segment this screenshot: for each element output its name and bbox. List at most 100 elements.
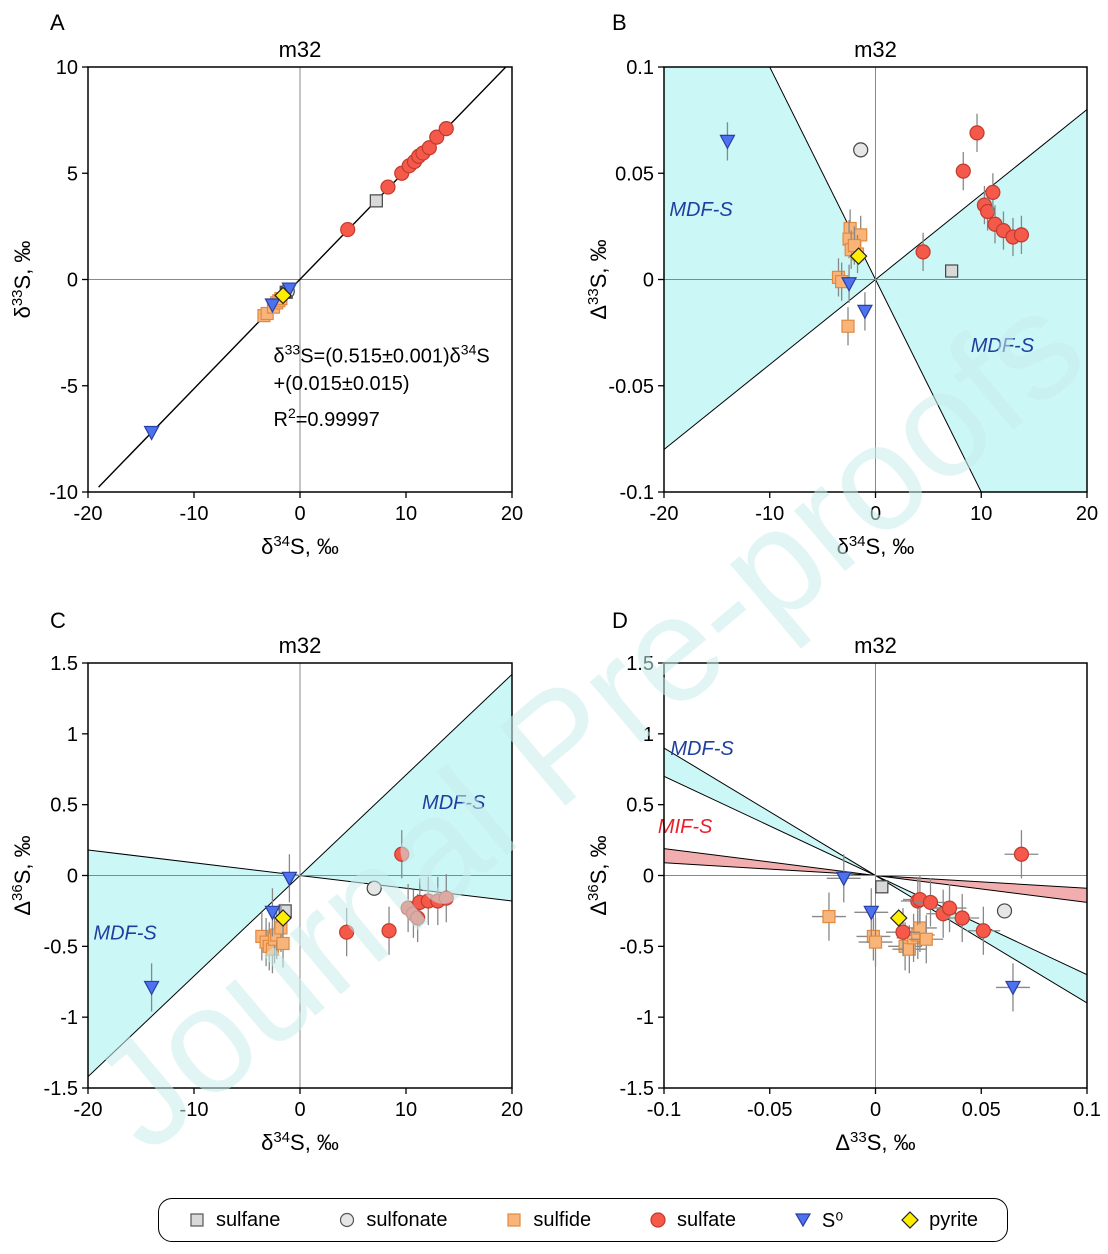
data-point-sulfate [895,924,911,940]
y-tick-label: 1 [643,724,654,746]
data-point-sulfane [945,264,959,278]
data-point-s0 [281,871,298,887]
plot-area [664,663,1087,1088]
data-point-s0 [856,304,873,320]
chart-title: m32 [279,37,322,62]
axis-label: Δ36S, ‰ [9,835,36,915]
mdf-region [88,850,300,1077]
data-point-sulfide [868,935,883,949]
x-tick-label: -0.05 [747,1099,793,1121]
chart-title: m32 [854,633,897,658]
x-tick-label: 10 [395,503,417,525]
data-point-pyrite [889,909,908,927]
data-point-sulfonate [853,142,869,158]
region-label: MDF-S [93,922,157,944]
diamond-icon [901,1211,919,1229]
x-tick-label: 0.1 [1073,1099,1101,1121]
y-tick-label: -10 [49,482,78,504]
data-point-sulfane [875,880,889,894]
chart-title: m32 [279,633,322,658]
x-tick-label: -20 [650,503,679,525]
legend-label: pyrite [929,1208,978,1231]
x-tick-label: 20 [501,1099,523,1121]
x-tick-label: 10 [970,503,992,525]
y-tick-label: 1 [67,724,78,746]
x-tick-label: 0 [294,1099,305,1121]
region-label: MDF-S [971,335,1035,357]
legend-item-sulfonate: sulfonate [338,1209,447,1232]
y-tick-label: 1.5 [626,653,654,675]
data-point-sulfate [339,924,355,940]
legend-item-sulfate: sulfate [649,1209,736,1232]
legend-label: sulfane [215,1208,281,1231]
y-tick-label: 0.1 [626,57,654,79]
y-tick-label: -5 [60,376,78,398]
data-point-pyrite [274,286,292,305]
y-tick-label: -0.5 [620,936,654,958]
data-point-sulfane [369,194,383,208]
y-tick-label: 0 [643,866,654,888]
x-tick-label: -10 [180,503,209,525]
y-tick-label: 5 [67,163,78,185]
regression-annotation: R2=0.99997 [274,405,380,431]
legend-item-s0: S⁰ [794,1208,843,1233]
data-point-s0 [1004,980,1021,996]
panel-letter: B [612,10,627,35]
data-point-sulfate [954,910,970,926]
data-point-sulfate [941,900,958,916]
mdf-region [875,109,1087,492]
circle-icon [340,1212,355,1228]
legend: sulfane sulfonate sulfide sulfate S⁰ pyr… [158,1198,1008,1242]
legend-item-sulfane: sulfane [188,1208,281,1232]
square-icon [190,1213,204,1227]
y-tick-label: 0 [67,270,78,292]
data-point-sulfate [985,184,1001,200]
region-label: MDF-S [422,792,486,814]
data-point-sulfate [394,846,410,862]
data-point-sulfide [919,932,933,946]
data-point-s0 [264,905,281,921]
y-tick-label: -1.5 [620,1078,654,1100]
data-point-sulfate [421,140,437,156]
x-tick-label: 20 [1076,503,1098,525]
plot-area [88,663,512,1088]
legend-label: sulfate [677,1208,736,1231]
data-point-s0 [863,905,880,921]
data-point-sulfate [438,121,454,137]
data-point-s0 [719,134,736,150]
y-tick-label: 0 [67,866,78,888]
region-label: MDF-S [669,199,733,221]
data-point-sulfate [410,910,426,926]
data-point-s0 [264,298,281,314]
x-tick-label: 20 [501,503,523,525]
data-point-s0 [835,871,852,887]
plot-area [88,67,512,492]
data-point-sulfide [847,238,861,253]
plot-area [664,67,1087,492]
y-tick-label: 0 [643,270,654,292]
data-point-sulfonate [366,880,382,896]
axis-label: δ34S, ‰ [261,1129,339,1156]
data-point-sulfate [922,894,939,911]
circle-icon [650,1212,666,1228]
data-point-sulfate [438,890,454,906]
data-point-sulfonate [996,903,1013,919]
data-point-pyrite [274,909,292,927]
data-point-sulfide [276,936,290,951]
data-point-sulfate [1013,846,1030,862]
x-tick-label: 0 [870,503,881,525]
y-tick-label: -1 [60,1007,78,1029]
data-point-sulfate [1013,227,1030,243]
y-tick-label: -0.5 [44,936,78,958]
axis-label: δ33S, ‰ [9,241,36,319]
data-point-s0 [143,980,160,996]
region-label: MDF-S [670,738,734,760]
data-point-pyrite [849,247,868,265]
panel-c: MDF-S MDF-S -20 -10 0 10 20 -1.5 -1 -0.5 0 0.5 1 1.5 m… [9,608,524,1155]
y-tick-label: -0.1 [620,482,654,504]
x-tick-label: -20 [74,1099,103,1121]
data-point-s0 [841,277,858,293]
data-point-sulfate [955,163,971,179]
mdf-region [300,674,512,901]
